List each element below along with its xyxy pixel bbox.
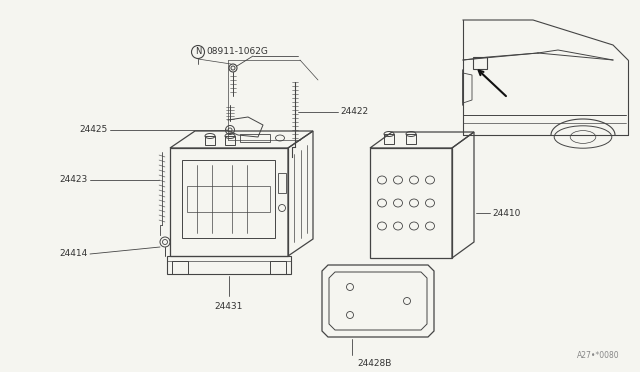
Text: A27•*0080: A27•*0080: [577, 351, 620, 360]
Text: 24410: 24410: [492, 208, 520, 218]
Text: 24431: 24431: [215, 302, 243, 311]
Text: 24422: 24422: [340, 108, 368, 116]
Text: 24414: 24414: [60, 250, 88, 259]
Text: N: N: [195, 48, 201, 57]
Text: 08911-1062G: 08911-1062G: [206, 48, 268, 57]
Text: 24423: 24423: [60, 176, 88, 185]
Text: 24425: 24425: [80, 125, 108, 135]
Text: 24428B: 24428B: [357, 359, 392, 368]
